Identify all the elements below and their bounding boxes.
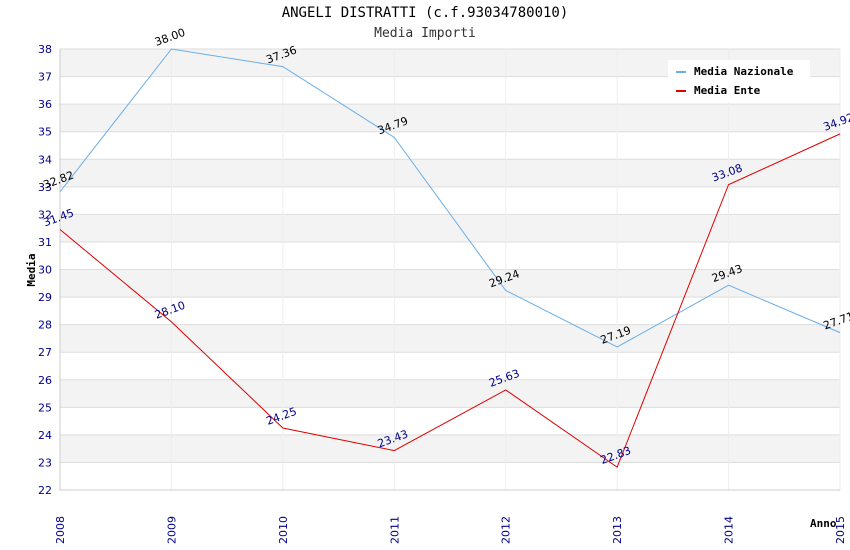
grid-band — [60, 379, 840, 408]
grid-band — [60, 214, 840, 242]
x-tick-label: 2009 — [165, 516, 178, 544]
x-tick-label: 2014 — [723, 516, 736, 544]
grid-band — [60, 104, 840, 132]
y-tick-label: 27 — [38, 346, 52, 359]
y-tick-label: 33 — [38, 181, 52, 194]
data-label: 28.10 — [153, 299, 187, 322]
grid-bands — [60, 49, 840, 463]
grid-band — [60, 159, 840, 187]
data-label: 24.25 — [264, 405, 298, 428]
x-tick-label: 2012 — [500, 516, 513, 544]
y-tick-label: 28 — [38, 319, 52, 332]
legend: Media Nazionale Media Ente — [668, 60, 810, 102]
chart-subtitle: Media Importi — [374, 26, 476, 41]
y-tick-label: 37 — [38, 71, 52, 84]
y-tick-label: 24 — [38, 429, 52, 442]
x-tick-labels: 2008 2009 2010 2011 2012 2013 2014 2015 — [54, 516, 847, 544]
x-tick-label: 2013 — [611, 516, 624, 544]
y-tick-label: 25 — [38, 401, 52, 414]
series-line — [59, 48, 841, 348]
y-tick-label: 26 — [38, 374, 52, 387]
grid-band — [60, 269, 840, 298]
y-tick-label: 22 — [38, 484, 52, 497]
grid-band — [60, 434, 840, 463]
grid-band — [60, 324, 840, 353]
y-tick-label: 29 — [38, 291, 52, 304]
legend-label: Media Ente — [694, 84, 761, 97]
y-tick-label: 36 — [38, 98, 52, 111]
y-tick-label: 32 — [38, 208, 52, 221]
y-tick-label: 23 — [38, 456, 52, 469]
legend-box — [668, 60, 810, 102]
y-tick-label: 38 — [38, 43, 52, 56]
x-axis-label: Anno — [810, 517, 837, 530]
y-tick-label: 34 — [38, 153, 52, 166]
y-tick-label: 35 — [38, 126, 52, 139]
chart-title: ANGELI DISTRATTI (c.f.93034780010) — [281, 5, 569, 21]
x-tick-label: 2015 — [834, 516, 847, 544]
y-tick-labels: 22 23 24 25 26 27 28 29 30 31 32 33 34 35 36 37 38 — [38, 43, 52, 497]
axes — [59, 49, 840, 491]
data-label: 38.00 — [153, 26, 187, 49]
data-label: 32.82 — [42, 169, 76, 192]
legend-label: Media Nazionale — [694, 65, 794, 78]
x-tick-label: 2011 — [388, 516, 401, 544]
x-tick-label: 2008 — [54, 516, 67, 544]
x-tick-label: 2010 — [277, 516, 290, 544]
series-line — [59, 133, 841, 468]
y-axis-label: Media — [25, 253, 38, 286]
y-tick-label: 30 — [38, 264, 52, 277]
y-tick-label: 31 — [38, 236, 52, 249]
